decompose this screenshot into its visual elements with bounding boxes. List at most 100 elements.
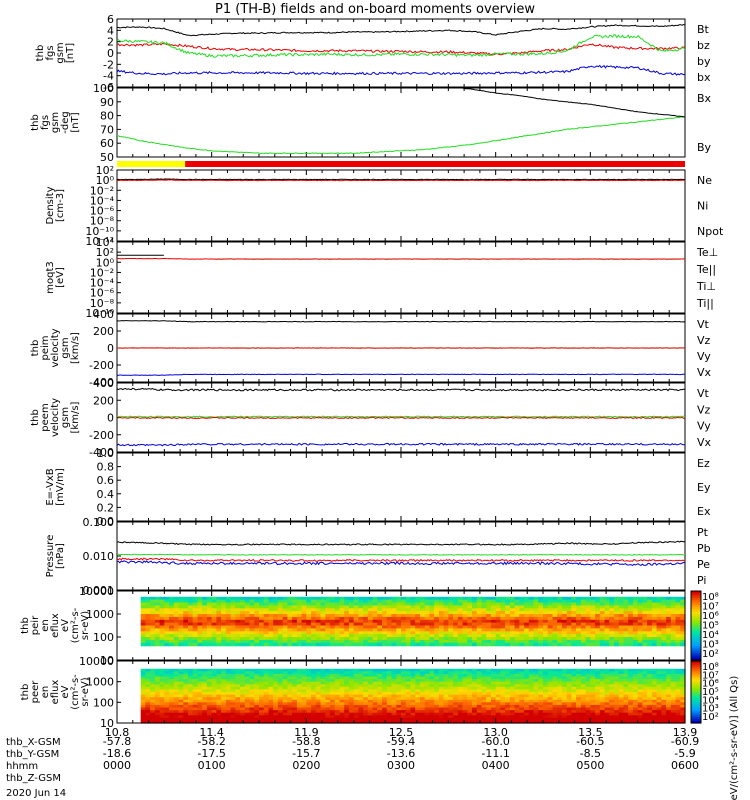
series-ne [116, 179, 685, 182]
spectrogram-cell [206, 707, 213, 711]
spectrogram-cell [230, 605, 236, 609]
spectrogram-cell [282, 692, 288, 696]
spectrogram-cell [154, 702, 161, 706]
spectrogram-cell [287, 628, 293, 632]
spectrogram-cell [571, 671, 577, 675]
spectrogram-cell [363, 689, 369, 693]
spectrogram-cell [325, 616, 331, 621]
spectrogram-cell [410, 679, 416, 683]
spectrogram-cell [221, 611, 227, 615]
spectrogram-cell [173, 676, 180, 680]
spectrogram-cell [154, 689, 161, 693]
spectrogram-cell [472, 625, 478, 629]
spectrogram-cell [372, 681, 378, 685]
spectrogram-cell [401, 717, 407, 721]
spectrogram-cell [306, 637, 312, 641]
spectrogram-cell [140, 707, 146, 711]
spectrogram-cell [623, 715, 629, 719]
spectrogram-cell [306, 704, 312, 709]
spectrogram-cell [623, 697, 629, 701]
spectrogram-cell [197, 625, 203, 629]
spectrogram-cell [453, 710, 459, 714]
spectrogram-cell [481, 689, 487, 693]
spectrogram-cell [401, 694, 407, 698]
spectrogram-cell [386, 712, 393, 716]
spectrogram-cell [661, 611, 667, 615]
spectrogram-cell [410, 611, 416, 615]
spectrogram-cell [268, 668, 274, 672]
spectrogram-cell [396, 694, 402, 698]
spectrogram-cell [372, 697, 378, 701]
y-tick-label: 10⁻¹⁰ [85, 307, 114, 320]
spectrogram-cell [145, 673, 151, 678]
spectrogram-cell [188, 715, 194, 719]
spectrogram-cell [254, 715, 260, 719]
spectrogram-cell [311, 684, 317, 688]
spectrogram-cell [202, 676, 208, 680]
spectrogram-cell [472, 619, 478, 624]
spectrogram-cell [197, 676, 203, 680]
spectrogram-cell [277, 689, 284, 693]
spectrogram-cell [628, 625, 634, 629]
spectrogram-cell [183, 715, 189, 719]
spectrogram-cell [206, 673, 213, 678]
spectrogram-cell [145, 614, 151, 618]
spectrogram-cell [443, 619, 449, 624]
spectrogram-cell [325, 684, 331, 688]
spectrogram-cell [259, 707, 265, 711]
spectrogram-cell [263, 702, 269, 706]
spectrogram-cell [301, 619, 307, 624]
spectrogram-cell [595, 634, 601, 638]
spectrogram-cell [353, 599, 359, 604]
spectrogram-cell [216, 712, 222, 716]
spectrogram-cell [348, 616, 355, 621]
spectrogram-cell [576, 704, 582, 709]
spectrogram-cell [509, 712, 516, 716]
spectrogram-cell [206, 637, 213, 641]
spectrogram-cell [183, 625, 189, 629]
legend-vx: Vx [697, 436, 712, 449]
spectrogram-cell [457, 631, 464, 635]
spectrogram-cell [140, 671, 146, 675]
spectrogram-cell [514, 710, 520, 714]
spectrogram-cell [647, 639, 653, 644]
spectrogram-cell [514, 697, 520, 701]
spectrogram-cell [604, 717, 610, 721]
y-axis-label: [eV] [55, 267, 66, 288]
spectrogram-cell [282, 720, 288, 724]
spectrogram-cell [448, 707, 454, 711]
spectrogram-cell [159, 697, 165, 701]
spectrogram-cell [405, 602, 411, 606]
spectrogram-cell [415, 681, 421, 685]
spectrogram-cell [367, 676, 374, 680]
spectrogram-cell [344, 605, 350, 609]
spectrogram-cell [254, 625, 260, 629]
spectrogram-cell [448, 637, 454, 641]
spectrogram-cell [576, 639, 582, 644]
spectrogram-cell [169, 668, 175, 672]
spectrogram-cell [680, 611, 686, 615]
spectrogram-cell [169, 611, 175, 615]
spectrogram-cell [311, 720, 317, 724]
spectrogram-cell [614, 605, 620, 609]
spectrogram-cell [154, 625, 161, 629]
spectrogram-cell [500, 704, 506, 709]
spectrogram-cell [382, 679, 388, 683]
spectrogram-cell [173, 605, 180, 609]
spectrogram-cell [486, 715, 492, 719]
spectrogram-cell [632, 602, 639, 606]
spectrogram-cell [358, 697, 364, 701]
spectrogram-cell [415, 622, 421, 627]
spectrogram-cell [150, 694, 156, 698]
spectrogram-cell [140, 679, 146, 683]
spectrogram-cell [505, 686, 511, 690]
spectrogram-cell [595, 715, 601, 719]
spectrogram-cell [296, 628, 303, 632]
y-axis-label: peir [30, 615, 41, 635]
spectrogram-cell [301, 712, 307, 716]
spectrogram-cell [462, 596, 468, 601]
spectrogram-cell [481, 614, 487, 618]
spectrogram-cell [528, 671, 535, 675]
spectrogram-cell [666, 611, 672, 615]
spectrogram-cell [334, 720, 340, 724]
